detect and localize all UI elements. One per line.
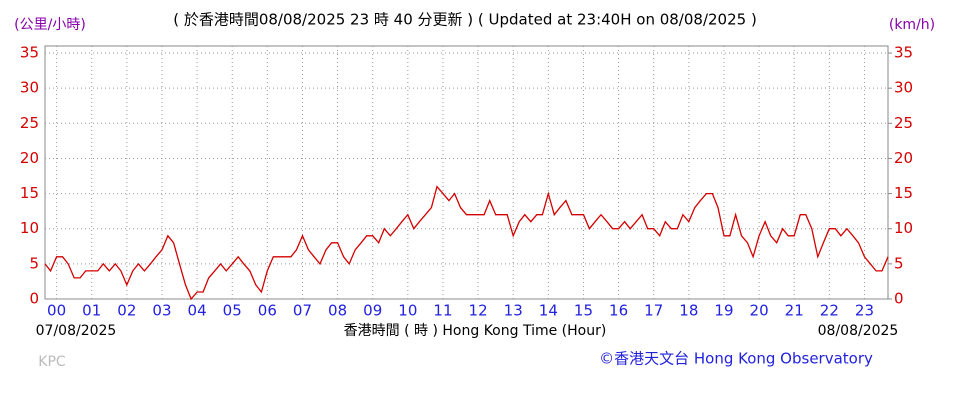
y2-tick-label: 10	[894, 219, 913, 237]
x-tick-label: 09	[363, 302, 382, 320]
y2-tick-label: 20	[894, 149, 913, 167]
x-tick-label: 01	[82, 302, 101, 320]
x-tick-label: 07	[293, 302, 312, 320]
start-date: 07/08/2025	[36, 323, 117, 339]
y2-tick-label: 30	[894, 79, 913, 97]
station: KPC	[38, 354, 66, 370]
wind-line	[44, 185, 889, 301]
x-tick-label: 16	[609, 302, 628, 320]
x-tick-label: 08	[328, 302, 347, 320]
x-tick-label: 18	[679, 302, 698, 320]
end-date: 08/08/2025	[818, 323, 899, 339]
y2-tick-label: 5	[894, 254, 904, 272]
x-tick-label: 17	[644, 302, 663, 320]
x-tick-label: 10	[398, 302, 417, 320]
y-unit-right: (km/h)	[889, 17, 935, 33]
y-tick-label: 35	[20, 44, 39, 62]
x-tick-label: 22	[820, 302, 839, 320]
y2-tick-label: 25	[894, 114, 913, 132]
chart-title: ( 於香港時間08/08/2025 23 時 40 分更新 ) ( Update…	[173, 11, 757, 29]
y2-tick-label: 35	[894, 44, 913, 62]
x-tick-label: 13	[504, 302, 523, 320]
x-tick-label: 05	[223, 302, 242, 320]
x-tick-label: 04	[188, 302, 207, 320]
y-tick-label: 0	[29, 290, 39, 308]
y-tick-label: 30	[20, 79, 39, 97]
x-tick-label: 02	[117, 302, 136, 320]
x-tick-label: 19	[714, 302, 733, 320]
y-tick-label: 25	[20, 114, 39, 132]
y-tick-label: 5	[29, 254, 39, 272]
x-tick-label: 12	[469, 302, 488, 320]
x-tick-label: 03	[152, 302, 171, 320]
x-axis-label: 香港時間 ( 時 ) Hong Kong Time (Hour)	[344, 323, 607, 339]
x-tick-label: 20	[750, 302, 769, 320]
x-tick-label: 14	[539, 302, 558, 320]
x-tick-label: 21	[785, 302, 804, 320]
x-tick-label: 15	[574, 302, 593, 320]
x-tick-label: 11	[433, 302, 452, 320]
y-unit-left: (公里/小時)	[14, 17, 86, 33]
x-tick-label: 23	[855, 302, 874, 320]
credit: ©香港天文台 Hong Kong Observatory	[599, 350, 873, 368]
y-tick-label: 10	[20, 219, 39, 237]
x-tick-label: 06	[258, 302, 277, 320]
y2-tick-label: 15	[894, 184, 913, 202]
x-tick-label: 00	[47, 302, 66, 320]
y-tick-label: 20	[20, 149, 39, 167]
plot-frame	[44, 45, 889, 300]
y2-tick-label: 0	[894, 290, 904, 308]
y-tick-label: 15	[20, 184, 39, 202]
